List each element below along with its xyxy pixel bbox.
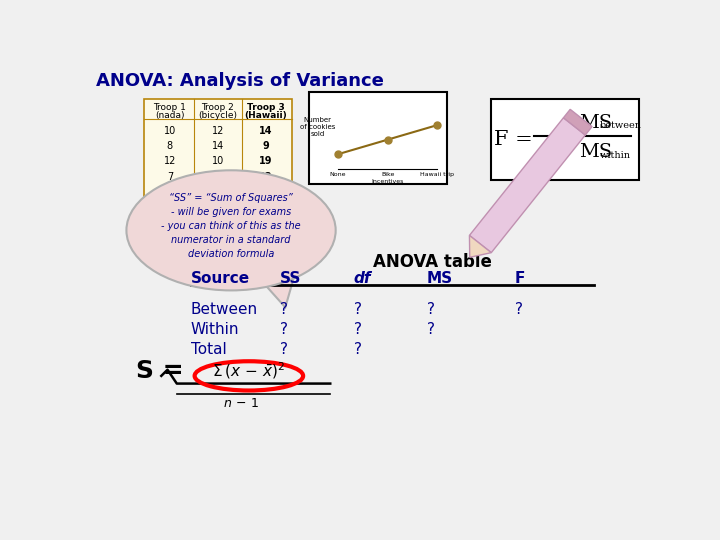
Text: ?: ? (427, 322, 435, 337)
Text: 9: 9 (263, 141, 269, 151)
Text: deviation formula: deviation formula (188, 249, 274, 259)
Text: df: df (354, 271, 371, 286)
Text: - will be given for exams: - will be given for exams (171, 207, 291, 217)
Text: Total: Total (191, 342, 227, 357)
Text: Bike: Bike (381, 172, 395, 177)
Text: ?: ? (280, 302, 288, 317)
Text: 11: 11 (212, 172, 224, 182)
Polygon shape (564, 109, 592, 135)
Text: 12: 12 (163, 157, 176, 166)
Text: 14: 14 (212, 141, 224, 151)
Ellipse shape (127, 170, 336, 291)
Text: - you can think of this as the: - you can think of this as the (161, 221, 301, 231)
Text: ?: ? (515, 302, 523, 317)
Text: “SS” = “Sum of Squares”: “SS” = “Sum of Squares” (169, 193, 293, 204)
Text: MS: MS (579, 114, 612, 132)
Text: ?: ? (280, 342, 288, 357)
Text: 8: 8 (167, 141, 173, 151)
Text: 15: 15 (259, 187, 273, 197)
Text: MS: MS (427, 271, 454, 286)
Text: Between: Between (191, 302, 258, 317)
Text: ?: ? (354, 322, 361, 337)
Text: F =: F = (494, 130, 533, 150)
Text: ANOVA table: ANOVA table (373, 253, 492, 272)
Text: Troop 2: Troop 2 (202, 103, 234, 112)
Text: Troop 1: Troop 1 (153, 103, 186, 112)
Text: ?: ? (354, 342, 361, 357)
Polygon shape (254, 273, 293, 307)
Text: SS: SS (280, 271, 301, 286)
Text: $n\,-\,1$: $n\,-\,1$ (223, 397, 259, 410)
Text: $\Sigma\,(x\,-\,\bar{x})^2$: $\Sigma\,(x\,-\,\bar{x})^2$ (212, 360, 286, 381)
Text: Troop 3: Troop 3 (247, 103, 285, 112)
Text: ?: ? (427, 302, 435, 317)
Polygon shape (469, 235, 491, 257)
Text: 14: 14 (259, 126, 273, 136)
Text: ?: ? (354, 302, 361, 317)
Text: within: within (600, 151, 631, 160)
FancyBboxPatch shape (309, 92, 446, 184)
Text: ANOVA: Analysis of Variance: ANOVA: Analysis of Variance (96, 72, 384, 91)
Text: 7: 7 (167, 172, 173, 182)
Text: S =: S = (137, 359, 184, 383)
Text: 13: 13 (259, 172, 273, 182)
Text: Within: Within (191, 322, 239, 337)
Text: 13: 13 (163, 187, 176, 197)
Text: (Hawaii): (Hawaii) (245, 111, 287, 120)
Polygon shape (469, 118, 585, 253)
FancyBboxPatch shape (492, 99, 639, 180)
Text: 10: 10 (163, 126, 176, 136)
Text: ?: ? (280, 322, 288, 337)
Text: Incentives: Incentives (372, 179, 404, 184)
Text: (nada): (nada) (155, 111, 184, 120)
Text: (bicycle): (bicycle) (199, 111, 238, 120)
FancyBboxPatch shape (144, 99, 292, 198)
Text: 13: 13 (212, 187, 224, 197)
Text: 19: 19 (259, 157, 273, 166)
Text: Hawaii trip: Hawaii trip (420, 172, 454, 177)
Text: Number
of cookies
sold: Number of cookies sold (300, 117, 336, 137)
Text: MS: MS (579, 143, 612, 161)
Text: 10: 10 (212, 157, 224, 166)
Text: 12: 12 (212, 126, 224, 136)
Text: None: None (330, 172, 346, 177)
Text: between: between (600, 121, 642, 130)
Text: numerator in a standard: numerator in a standard (171, 235, 291, 245)
Text: F: F (515, 271, 525, 286)
Text: Source: Source (191, 271, 250, 286)
